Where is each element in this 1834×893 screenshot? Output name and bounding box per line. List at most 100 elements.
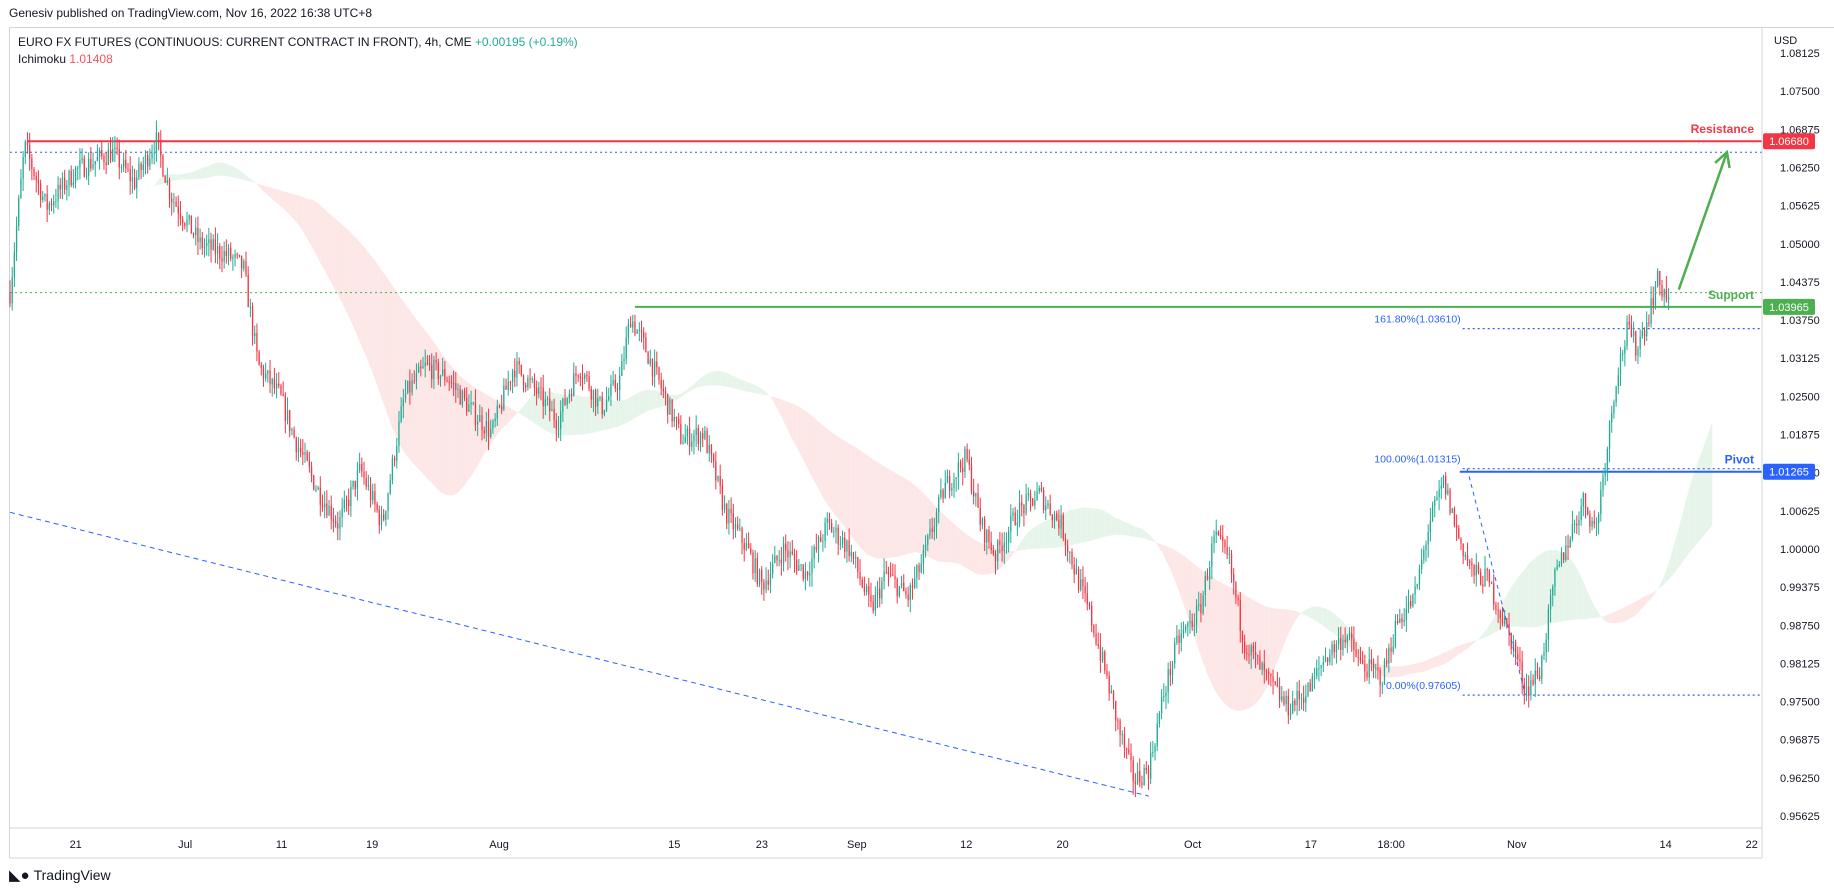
candle-body [704, 430, 706, 439]
candle-body [1434, 499, 1436, 506]
candle-body [1178, 635, 1180, 643]
ichimoku-cloud-segment [250, 178, 253, 183]
candle-body [1490, 582, 1493, 584]
candle-body [1337, 638, 1340, 645]
ichimoku-cloud-segment [1583, 581, 1586, 620]
ichimoku-cloud-segment [230, 165, 233, 178]
candle-body [85, 175, 88, 177]
candle-body [1458, 527, 1460, 539]
ichimoku-cloud-segment [1524, 566, 1527, 628]
candle-body [568, 393, 571, 399]
price-tick-label: 0.98125 [1780, 658, 1820, 670]
candle-body [247, 274, 249, 308]
ichimoku-cloud-segment [757, 386, 760, 395]
candle-body [896, 579, 898, 597]
candle-body [1029, 493, 1032, 499]
candle-body [638, 329, 640, 331]
candle-body [1567, 545, 1569, 548]
ichimoku-cloud-segment [954, 523, 957, 564]
ichimoku-cloud-segment [687, 387, 690, 393]
candle-body [1501, 618, 1504, 624]
candle-body [806, 571, 809, 576]
ichimoku-cloud-segment [980, 542, 983, 575]
ichimoku-cloud-segment [394, 288, 397, 439]
ichimoku-cloud-segment [1111, 515, 1114, 536]
candle-body [525, 385, 527, 388]
ichimoku-cloud-segment [514, 410, 517, 416]
candle-body [938, 497, 940, 513]
candle-body [35, 175, 37, 181]
ichimoku-cloud-segment [1441, 653, 1444, 666]
candle-body [206, 243, 208, 246]
candle-body [186, 219, 188, 226]
candle-body [127, 168, 129, 170]
candle-body [378, 510, 380, 526]
candle-body [1405, 608, 1407, 620]
candle-body [1082, 579, 1084, 587]
ichimoku-cloud-segment [613, 400, 616, 429]
ichimoku-cloud-segment [1190, 560, 1193, 631]
candle-body [20, 178, 22, 199]
ichimoku-cloud-segment [1519, 572, 1523, 628]
candle-body [44, 194, 46, 197]
ichimoku-cloud-segment [152, 186, 155, 188]
candle-body [1403, 619, 1405, 623]
candle-body [1066, 545, 1069, 553]
symbol-title[interactable]: EURO FX FUTURES (CONTINUOUS: CURRENT CON… [18, 35, 472, 49]
time-tick-label: Sep [847, 839, 867, 851]
candle-body [393, 458, 396, 461]
ichimoku-cloud-segment [1155, 541, 1158, 545]
candle-body [1543, 652, 1545, 656]
candle-body [308, 460, 311, 467]
candle-body [1532, 679, 1534, 685]
ichimoku-cloud-segment [1218, 580, 1221, 699]
candle-body [367, 485, 370, 487]
candle-body [811, 558, 813, 574]
candle-body [588, 376, 590, 389]
ichimoku-cloud-segment [171, 174, 174, 182]
ichimoku-cloud-segment [239, 170, 242, 180]
candle-body [1171, 663, 1174, 675]
candle-body [1086, 593, 1088, 605]
indicator-name[interactable]: Ichimoku [18, 52, 67, 66]
candle-body [1624, 346, 1626, 354]
ichimoku-cloud-segment [728, 373, 732, 388]
candle-body [452, 382, 455, 384]
ichimoku-cloud-segment [309, 199, 312, 247]
candle-body [1147, 770, 1150, 779]
ichimoku-cloud-segment [1373, 661, 1376, 670]
ichimoku-cloud-segment [1616, 610, 1619, 624]
candle-body [142, 164, 144, 171]
ichimoku-cloud-segment [1144, 530, 1147, 540]
candle-body [1479, 572, 1482, 585]
candle-body [889, 574, 892, 576]
ichimoku-cloud-segment [1386, 665, 1389, 678]
candle-body [299, 448, 302, 453]
ichimoku-cloud-segment [919, 488, 922, 554]
candle-body [400, 406, 402, 422]
candle-body [1475, 564, 1477, 576]
ichimoku-cloud-segment [829, 430, 832, 510]
candle-body [721, 485, 724, 510]
candle-body [177, 206, 179, 214]
candle-body [522, 375, 525, 386]
candle-body [1335, 644, 1338, 653]
ichimoku-cloud-segment [1668, 556, 1671, 580]
candle-body [1576, 523, 1578, 526]
candle-body [90, 158, 92, 169]
tradingview-logo[interactable]: ◣● TradingView [9, 866, 111, 884]
ichimoku-cloud-segment [877, 462, 880, 559]
candle-body [765, 580, 767, 590]
candle-body [1619, 354, 1622, 376]
candle-body [18, 198, 20, 226]
candle-body [1049, 503, 1051, 515]
candle-body [946, 475, 949, 483]
candle-body [678, 418, 680, 424]
ichimoku-cloud-segment [1023, 534, 1027, 550]
ichimoku-cloud-segment [899, 475, 902, 557]
ichimoku-cloud-segment [315, 201, 319, 259]
ichimoku-cloud-segment [862, 451, 865, 553]
ichimoku-cloud-segment [1675, 533, 1678, 573]
candle-body [238, 254, 241, 256]
